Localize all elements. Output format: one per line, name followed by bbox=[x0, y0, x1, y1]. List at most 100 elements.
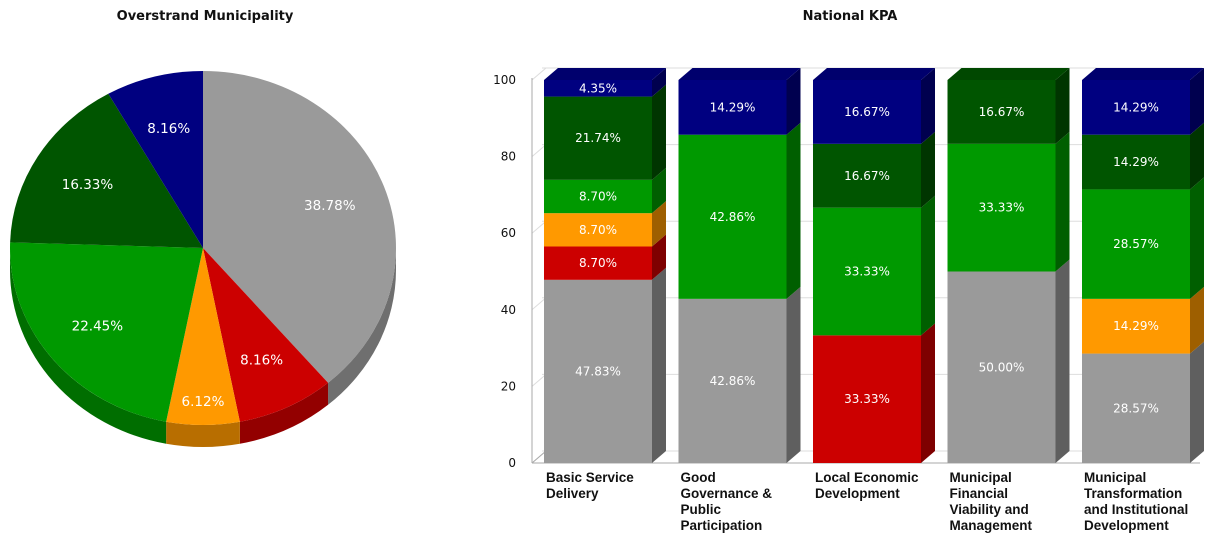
x-category-label: Local Economic Development bbox=[815, 470, 919, 501]
bar-segment-label: 8.70% bbox=[579, 256, 617, 270]
bar-segment bbox=[544, 179, 652, 214]
pie-slice-label: 16.33% bbox=[62, 177, 114, 193]
bar-segment-top bbox=[544, 68, 666, 80]
bar-segment bbox=[1082, 80, 1190, 135]
bar-segment-label: 33.33% bbox=[844, 265, 890, 279]
bar-segment-label: 14.29% bbox=[1113, 319, 1159, 333]
bar-segment bbox=[947, 80, 1056, 144]
pie-slice-side bbox=[239, 382, 329, 444]
bar-segment-side bbox=[652, 167, 666, 214]
y-tick-label: 100 bbox=[493, 73, 516, 87]
bar-segment bbox=[1082, 189, 1190, 299]
bar-segment-side bbox=[1055, 259, 1070, 463]
pie-slice bbox=[108, 71, 203, 248]
bar-segment bbox=[1082, 134, 1190, 190]
bar-segment bbox=[1082, 353, 1190, 463]
bar-segment bbox=[678, 80, 787, 135]
bar-segment bbox=[678, 298, 787, 463]
pie-slice-label: 8.16% bbox=[147, 121, 190, 137]
bar-segment-label: 14.29% bbox=[710, 100, 756, 114]
bar-segment bbox=[813, 143, 921, 208]
bar-segment-label: 42.86% bbox=[710, 374, 756, 388]
bar-segment-side bbox=[652, 201, 666, 247]
bar-segment bbox=[544, 96, 652, 180]
bar-segment bbox=[544, 279, 652, 463]
y-gridline-depth bbox=[531, 67, 547, 81]
y-tick-label: 40 bbox=[501, 303, 516, 317]
bar-chart-title: National KPA bbox=[802, 9, 898, 24]
bar-segment-side bbox=[1190, 177, 1204, 299]
pie-slice-side bbox=[166, 421, 240, 448]
y-tick-label: 20 bbox=[501, 379, 516, 393]
bar-segment-side bbox=[786, 286, 801, 463]
x-category-label: Basic Service Delivery bbox=[546, 470, 634, 501]
bar-segment-side bbox=[652, 84, 666, 180]
pie-slice bbox=[10, 242, 204, 422]
pie-slice bbox=[166, 248, 240, 425]
bar-segment-label: 28.57% bbox=[1113, 237, 1159, 251]
pie-slice-label: 6.12% bbox=[182, 394, 225, 410]
bar-segment-top bbox=[947, 68, 1070, 80]
y-tick-label: 60 bbox=[501, 226, 516, 240]
bar-segment bbox=[813, 335, 921, 463]
bar-segment bbox=[947, 143, 1056, 272]
bar-segment-label: 42.86% bbox=[710, 210, 756, 224]
bar-segment-side bbox=[1190, 68, 1204, 135]
bar-segment-top bbox=[813, 68, 935, 80]
pie-slice-side bbox=[10, 248, 167, 444]
bar-segment-side bbox=[1190, 122, 1204, 190]
bar-segment-label: 28.57% bbox=[1113, 401, 1159, 415]
bar-segment bbox=[544, 213, 652, 247]
y-gridline-depth bbox=[531, 144, 547, 157]
bar-segment-label: 16.67% bbox=[844, 169, 890, 183]
bar-segment bbox=[544, 80, 652, 97]
bar-segment-label: 21.74% bbox=[575, 131, 621, 145]
bar-segment bbox=[813, 207, 921, 336]
axis-depth bbox=[531, 450, 547, 464]
y-gridline-depth bbox=[531, 374, 547, 387]
bar-segment-side bbox=[921, 323, 935, 463]
bar-segment-side bbox=[921, 195, 935, 336]
bar-segment-label: 4.35% bbox=[579, 81, 617, 95]
bar-segment-side bbox=[921, 68, 935, 144]
bar-segment-label: 33.33% bbox=[979, 201, 1025, 215]
x-category-label: Municipal Financial Viability and Manage… bbox=[949, 470, 1033, 533]
pie-slice bbox=[203, 248, 329, 422]
bar-segment-label: 47.83% bbox=[575, 364, 621, 378]
bar-segment-label: 50.00% bbox=[979, 360, 1025, 374]
bar-segment-label: 16.67% bbox=[844, 105, 890, 119]
pie-slice-label: 8.16% bbox=[240, 353, 283, 369]
bar-segment-label: 33.33% bbox=[844, 392, 890, 406]
pie-slice-label: 22.45% bbox=[72, 318, 124, 334]
bar-segment bbox=[678, 134, 787, 299]
bar-segment-side bbox=[652, 68, 666, 97]
bar-segment-side bbox=[786, 68, 801, 135]
bar-segment-side bbox=[1055, 68, 1070, 144]
pie-slice bbox=[10, 93, 204, 248]
bar-segment bbox=[1082, 298, 1190, 354]
bar-segment-label: 14.29% bbox=[1113, 155, 1159, 169]
bar-segment-side bbox=[652, 234, 666, 280]
bar-segment-label: 14.29% bbox=[1113, 100, 1159, 114]
bar-segment-side bbox=[652, 267, 666, 463]
y-gridline-depth bbox=[531, 297, 547, 311]
bar-segment-side bbox=[1190, 341, 1204, 463]
bar-segment-side bbox=[921, 131, 935, 208]
y-gridline-depth bbox=[531, 220, 547, 234]
pie-slice bbox=[203, 71, 396, 383]
y-tick-label: 0 bbox=[508, 456, 516, 470]
bar-segment-top bbox=[1082, 68, 1204, 80]
x-category-label: Municipal Transformation and Institution… bbox=[1084, 470, 1189, 533]
bar-segment bbox=[813, 80, 921, 144]
pie-chart: 38.78% 8.16% 6.12% 22.45% 16.33% 8.16% bbox=[10, 71, 396, 448]
bar-segment bbox=[947, 271, 1056, 463]
pie-slice-label: 38.78% bbox=[304, 198, 356, 214]
bar-segment-side bbox=[1055, 131, 1070, 272]
bar-segment-label: 16.67% bbox=[979, 105, 1025, 119]
bar-segment-top bbox=[678, 68, 801, 80]
pie-slice-side bbox=[328, 248, 396, 405]
bar-segment-side bbox=[786, 122, 801, 299]
bar-segment-label: 8.70% bbox=[579, 223, 617, 237]
bar-segment-label: 8.70% bbox=[579, 190, 617, 204]
x-category-label: Good Governance & Public Participation bbox=[680, 470, 773, 533]
